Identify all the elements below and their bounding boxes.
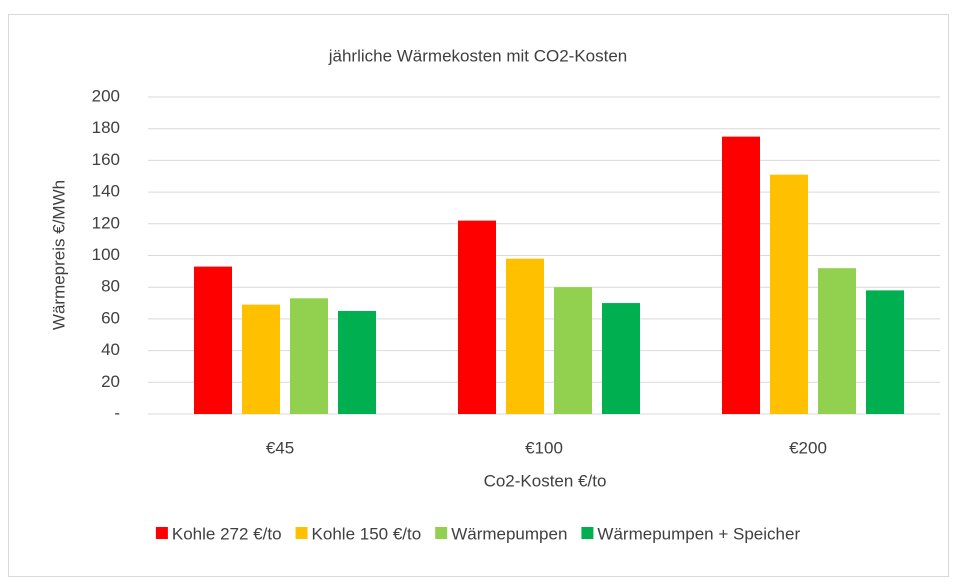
legend-label: Kohle 150 €/to (312, 524, 422, 543)
x-axis-label: Co2-Kosten €/to (484, 471, 607, 490)
chart-title: jährliche Wärmekosten mit CO2-Kosten (328, 46, 628, 65)
y-tick-label: 60 (101, 308, 120, 327)
bar (770, 174, 808, 414)
bar (458, 220, 496, 414)
legend-swatch (435, 527, 448, 539)
y-axis-label: Wärmepreis €/MWh (49, 180, 68, 330)
legend-label: Wärmepumpen (451, 524, 567, 543)
bar (602, 303, 640, 414)
y-tick-label: 180 (92, 118, 120, 137)
bar (554, 287, 592, 414)
bar (506, 258, 544, 414)
bar (866, 290, 904, 414)
legend-swatch (155, 527, 168, 539)
y-tick-label: 200 (92, 86, 120, 105)
legend-swatch (295, 527, 308, 539)
bar (338, 310, 376, 414)
y-tick-label: 140 (92, 182, 120, 201)
y-tick-label: 100 (92, 245, 120, 264)
x-tick-label: €200 (789, 438, 827, 457)
y-tick-label: 160 (92, 150, 120, 169)
bar (242, 304, 280, 414)
bar (722, 136, 760, 414)
legend-label: Wärmepumpen + Speicher (597, 524, 800, 543)
bar (290, 298, 328, 414)
y-tick-label: 40 (101, 340, 120, 359)
legend-swatch (581, 527, 594, 539)
y-tick-label: - (114, 403, 120, 422)
bar (194, 266, 232, 414)
bar (818, 268, 856, 414)
x-tick-label: €45 (266, 438, 294, 457)
y-tick-label: 80 (101, 277, 120, 296)
legend-label: Kohle 272 €/to (172, 524, 282, 543)
y-tick-label: 120 (92, 213, 120, 232)
x-tick-label: €100 (525, 438, 563, 457)
y-tick-label: 20 (101, 372, 120, 391)
